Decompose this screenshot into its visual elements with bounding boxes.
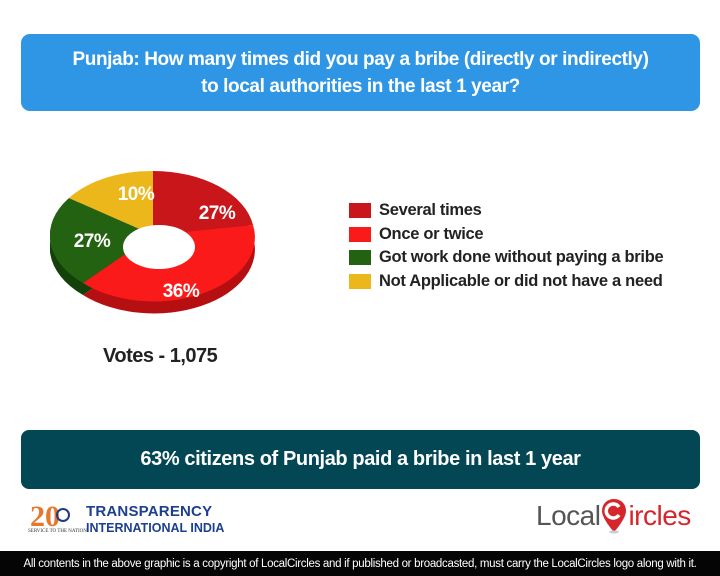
ti-name-line-2: INTERNATIONAL INDIA xyxy=(86,521,225,535)
legend-item-not-applicable: Not Applicable or did not have a need xyxy=(349,270,663,294)
legend-label: Got work done without paying a bribe xyxy=(379,248,664,267)
question-title-line-1: Punjab: How many times did you pay a bri… xyxy=(72,48,649,70)
legend-label: Once or twice xyxy=(379,224,484,243)
votes-count: Votes - 1,075 xyxy=(103,345,218,367)
legend-swatch xyxy=(349,250,371,266)
localcircles-logo: Local ircles xyxy=(536,498,691,534)
donut-chart: 27% 36% 27% 10% xyxy=(50,165,265,345)
copyright-footer: All contents in the above graphic is a c… xyxy=(0,551,720,576)
chakra-wheel-icon xyxy=(56,508,70,522)
ti-20-years-emblem-icon: 20 SERVICE TO THE NATION xyxy=(28,500,87,534)
legend-swatch xyxy=(349,273,371,289)
donut-hole xyxy=(123,225,195,269)
summary-banner: 63% citizens of Punjab paid a bribe in l… xyxy=(21,430,700,489)
legend-item-once-or-twice: Once or twice xyxy=(349,223,663,247)
ti-name-line-1: TRANSPARENCY xyxy=(86,503,213,520)
slice-not-applicable xyxy=(69,170,153,235)
legend-label: Several times xyxy=(379,201,482,220)
slice-label-got-work-done: 27% xyxy=(73,231,111,252)
question-title-line-2: to local authorities in the last 1 year? xyxy=(201,75,520,97)
chart-legend: Several times Once or twice Got work don… xyxy=(349,199,664,294)
copyright-text: All contents in the above graphic is a c… xyxy=(23,557,697,570)
legend-swatch xyxy=(349,226,371,242)
slice-got-work-done xyxy=(50,198,153,283)
slice-label-not-applicable: 10% xyxy=(117,184,155,205)
question-title-banner: Punjab: How many times did you pay a bri… xyxy=(21,34,700,111)
legend-swatch xyxy=(349,203,371,219)
slice-label-once-or-twice: 36% xyxy=(162,281,200,302)
legend-item-several-times: Several times xyxy=(349,199,663,223)
summary-text: 63% citizens of Punjab paid a bribe in l… xyxy=(140,448,581,470)
legend-item-got-work-done: Got work done without paying a bribe xyxy=(349,246,664,270)
legend-label: Not Applicable or did not have a need xyxy=(379,271,663,290)
transparency-international-logo: 20 SERVICE TO THE NATION TRANSPARENCY IN… xyxy=(28,500,225,538)
map-pin-icon xyxy=(601,498,627,534)
donut-chart-graphic xyxy=(50,170,255,314)
slice-several-times xyxy=(153,170,253,235)
slice-label-several-times: 27% xyxy=(198,203,236,224)
